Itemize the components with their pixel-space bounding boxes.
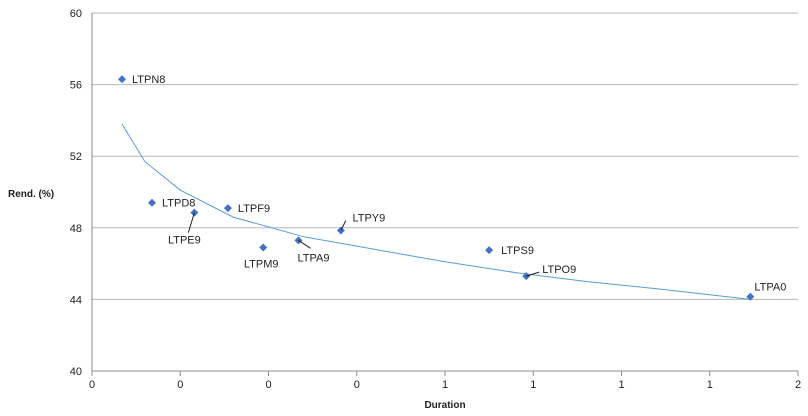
- y-tick-label: 44: [70, 294, 82, 306]
- point-label: LTPE9: [168, 235, 201, 247]
- data-point: [485, 246, 494, 255]
- point-label: LTPF9: [238, 203, 270, 215]
- point-label: LTPN8: [132, 74, 165, 86]
- point-label: LTPS9: [501, 245, 534, 257]
- data-point: [148, 198, 157, 207]
- y-axis-title: Rend. (%): [8, 189, 54, 200]
- point-label: LTPA9: [298, 252, 330, 264]
- y-tick-label: 48: [70, 223, 82, 235]
- x-tick-label: 0: [265, 379, 271, 391]
- point-label: LTPY9: [352, 212, 385, 224]
- x-tick-label: 1: [442, 379, 448, 391]
- x-tick-label: 0: [354, 379, 360, 391]
- point-label: LTPO9: [542, 264, 576, 276]
- y-tick-label: 52: [70, 151, 82, 163]
- y-tick-label: 60: [70, 8, 82, 20]
- trendline: [121, 123, 751, 300]
- x-tick-label: 1: [707, 379, 713, 391]
- label-leader-line: [340, 220, 347, 231]
- point-label: LTPM9: [244, 258, 279, 270]
- x-tick-label: 2: [795, 379, 801, 391]
- trendline-group: [121, 123, 751, 300]
- label-leader-line: [187, 212, 195, 233]
- x-tick-label: 1: [530, 379, 536, 391]
- label-leader-line: [526, 271, 540, 277]
- point-label: LTPD8: [162, 198, 195, 210]
- y-tick-label: 40: [70, 366, 82, 378]
- label-leader-line: [298, 239, 311, 249]
- point-label: LTPA0: [754, 282, 786, 294]
- point-labels: LTPN8 LTPD8 LTPE9 LTPF9 LTPM9 LTPA9 LTPY9 LTPS9…: [132, 74, 786, 293]
- x-tick-label: 0: [177, 379, 183, 391]
- data-point: [118, 75, 127, 84]
- data-point: [746, 292, 755, 301]
- axes: 40 44 48 52 56 60 0 0 0 0 1 1 1 1 2: [70, 8, 801, 391]
- x-axis-title: Duration: [424, 400, 465, 411]
- x-tick-label: 0: [89, 379, 95, 391]
- gridlines: [92, 12, 798, 300]
- data-points: [118, 75, 755, 301]
- data-point: [259, 243, 268, 252]
- x-tick-label: 1: [618, 379, 624, 391]
- data-point: [223, 204, 232, 213]
- y-tick-label: 56: [70, 80, 82, 92]
